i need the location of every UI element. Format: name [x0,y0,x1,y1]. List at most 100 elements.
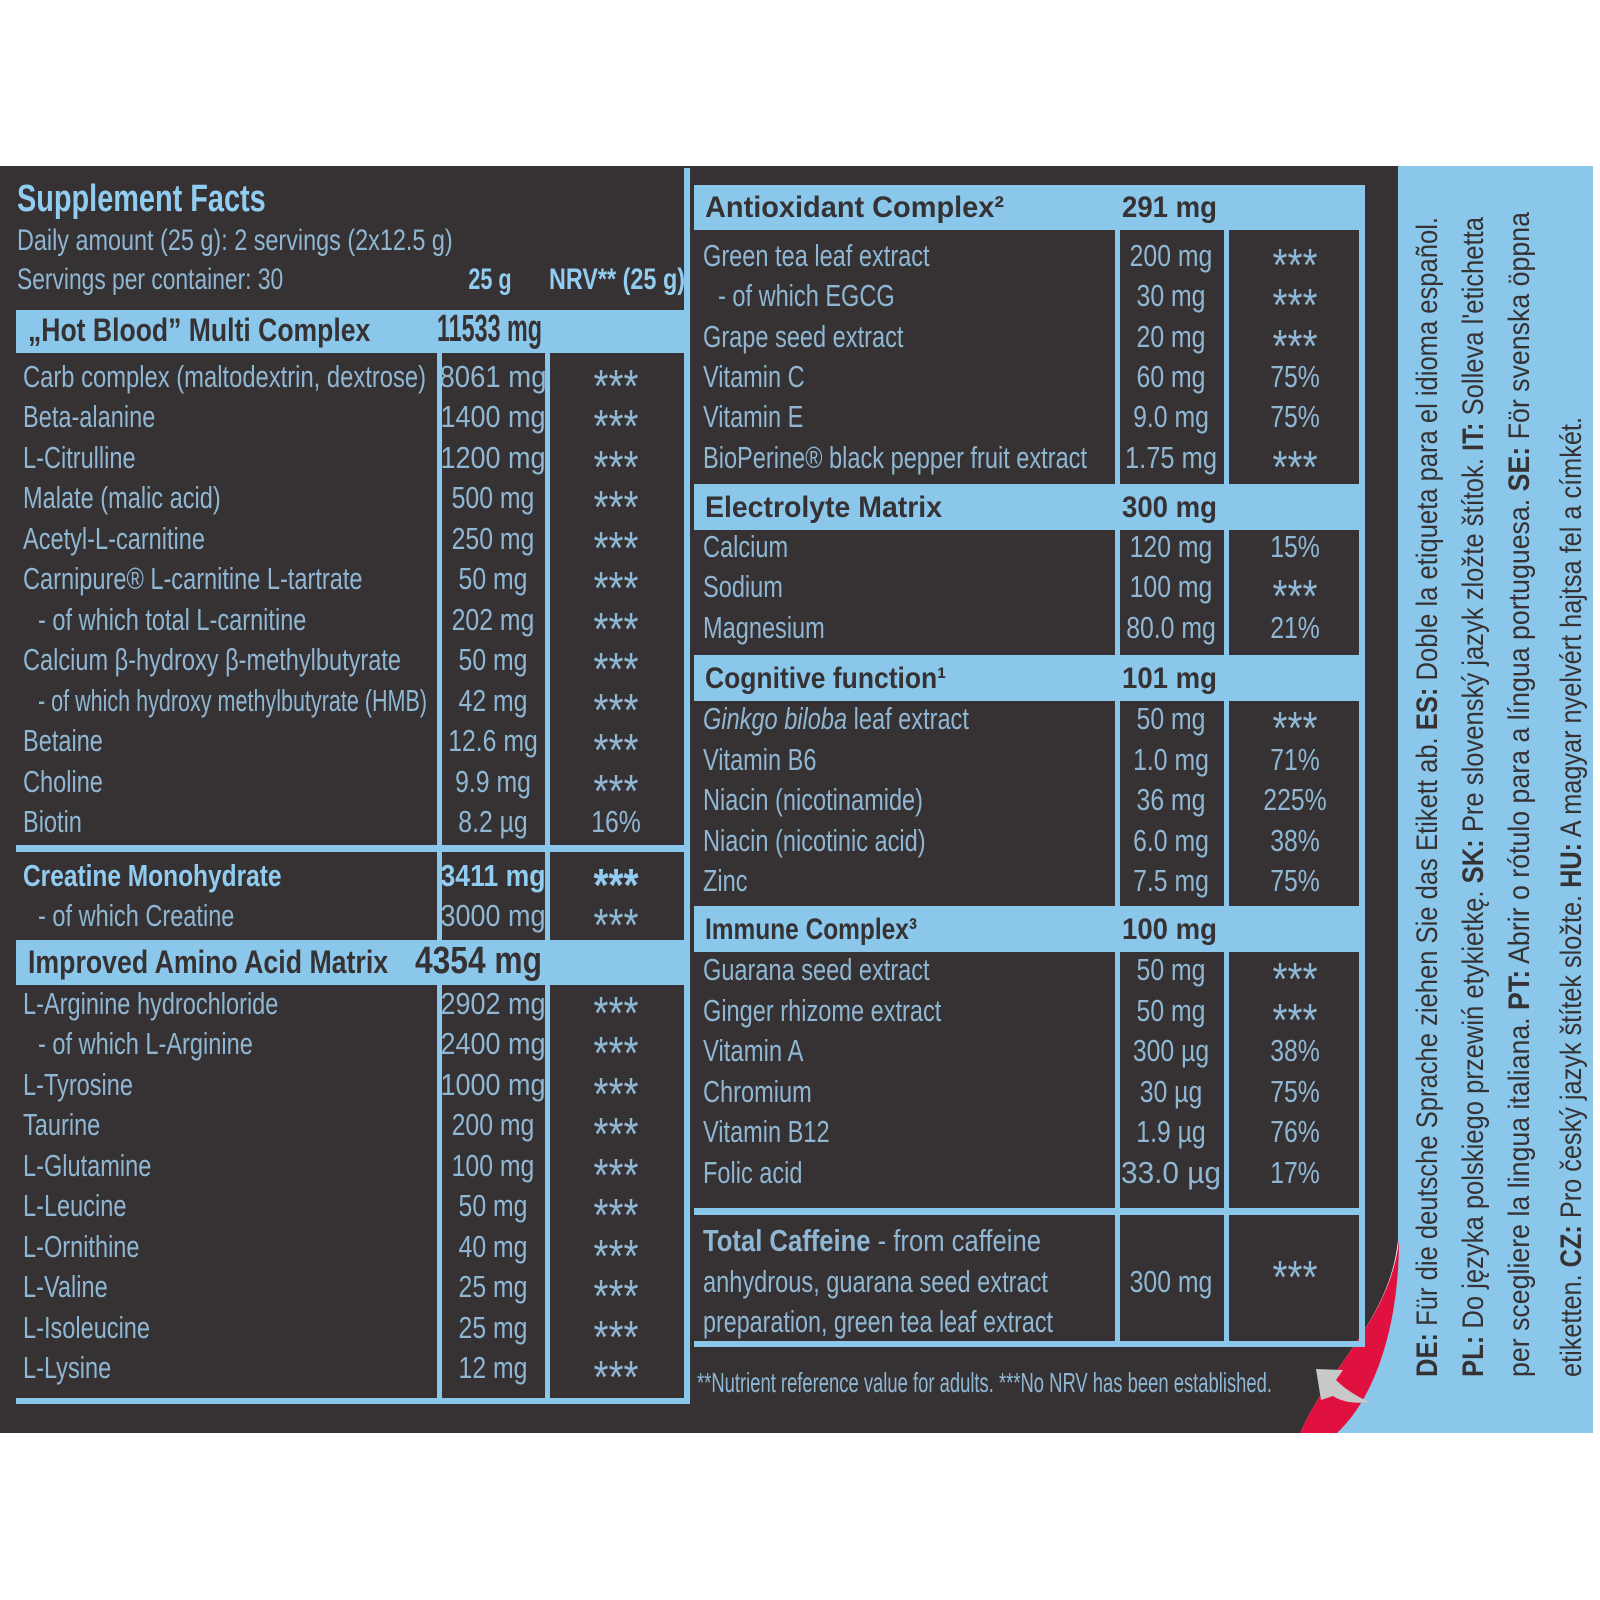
svg-text:50 mg: 50 mg [1137,952,1206,987]
svg-text:300 µg: 300 µg [1133,1033,1209,1068]
svg-text:9.9 mg: 9.9 mg [455,764,531,799]
svg-text:Vitamin C: Vitamin C [703,359,805,394]
svg-text:Supplement Facts: Supplement Facts [17,178,266,220]
svg-text:***: *** [594,899,639,951]
svg-text:Acetyl-L-carnitine: Acetyl-L-carnitine [23,521,205,556]
svg-text:***: *** [594,1230,639,1282]
svg-text:***: *** [594,360,639,412]
svg-text:Niacin (nicotinic acid): Niacin (nicotinic acid) [703,823,926,858]
svg-text:12.6 mg: 12.6 mg [448,723,538,758]
svg-text:Vitamin B6: Vitamin B6 [703,742,817,777]
svg-text:25 g: 25 g [468,263,511,296]
svg-text:2400 mg: 2400 mg [441,1026,546,1061]
svg-text:1.0 mg: 1.0 mg [1133,742,1209,777]
svg-text:„Hot Blood” Multi Complex: „Hot Blood” Multi Complex [28,312,370,348]
svg-text:3000 mg: 3000 mg [441,898,546,933]
svg-text:Vitamin A: Vitamin A [703,1033,804,1068]
svg-text:- of which hydroxy methylbutyr: - of which hydroxy methylbutyrate (HMB) [38,683,427,718]
svg-text:Biotin: Biotin [23,804,82,839]
svg-text:25 mg: 25 mg [459,1310,528,1345]
svg-text:***: *** [594,859,639,911]
svg-text:200 mg: 200 mg [1130,238,1213,273]
svg-text:L-Arginine hydrochloride: L-Arginine hydrochloride [23,986,278,1021]
svg-text:300 mg: 300 mg [1122,491,1217,524]
svg-text:300 mg: 300 mg [1130,1264,1213,1299]
svg-text:80.0 mg: 80.0 mg [1126,610,1216,645]
svg-text:***: *** [1273,702,1318,754]
svg-text:***: *** [594,1311,639,1363]
svg-text:100 mg: 100 mg [452,1148,535,1183]
svg-text:25 mg: 25 mg [459,1269,528,1304]
svg-text:250 mg: 250 mg [452,521,535,556]
svg-text:75%: 75% [1270,1074,1320,1109]
svg-text:Beta-alanine: Beta-alanine [23,399,155,434]
svg-text:***: *** [594,765,639,817]
svg-text:Guarana seed extract: Guarana seed extract [703,952,930,987]
svg-text:76%: 76% [1270,1114,1320,1149]
svg-text:8061 mg: 8061 mg [440,359,547,394]
svg-text:Vitamin E: Vitamin E [703,399,803,434]
svg-text:***: *** [594,1027,639,1079]
svg-text:Zinc: Zinc [703,863,748,898]
svg-text:***: *** [594,1270,639,1322]
svg-text:6.0 mg: 6.0 mg [1133,823,1209,858]
svg-text:Antioxidant Complex²: Antioxidant Complex² [705,191,1004,224]
svg-text:101 mg: 101 mg [1122,662,1217,695]
svg-text:30 µg: 30 µg [1140,1074,1203,1109]
svg-text:Magnesium: Magnesium [703,610,825,645]
svg-text:Niacin (nicotinamide): Niacin (nicotinamide) [703,782,923,817]
svg-text:100 mg: 100 mg [1130,569,1213,604]
svg-text:***: *** [1273,953,1318,1005]
svg-text:Calcium β-hydroxy β-methylbuty: Calcium β-hydroxy β-methylbutyrate [23,642,401,677]
svg-text:42 mg: 42 mg [459,683,528,718]
svg-text:291 mg: 291 mg [1122,191,1217,224]
svg-text:***: *** [1273,441,1318,493]
svg-text:75%: 75% [1270,863,1320,898]
svg-text:Ginger rhizome extract: Ginger rhizome extract [703,993,942,1028]
svg-text:Servings per container: 30: Servings per container: 30 [17,263,283,296]
svg-text:202 mg: 202 mg [452,602,535,637]
svg-text:***: *** [594,1189,639,1241]
svg-text:***: *** [594,987,639,1039]
svg-text:DE: Für die deutsche Sprache z: DE: Für die deutsche Sprache ziehen Sie … [1411,217,1444,1377]
svg-text:- of which EGCG: - of which EGCG [718,278,895,313]
svg-text:***: *** [1273,320,1318,372]
svg-text:21%: 21% [1270,610,1320,645]
svg-text:20 mg: 20 mg [1137,319,1206,354]
svg-text:- of which total L-carnitine: - of which total L-carnitine [38,602,306,637]
svg-text:***: *** [1273,1251,1318,1303]
svg-text:4354 mg: 4354 mg [415,940,542,982]
svg-text:50 mg: 50 mg [459,561,528,596]
svg-text:60 mg: 60 mg [1137,359,1206,394]
svg-text:per scegliere la lingua italia: per scegliere la lingua italiana. PT: Ab… [1503,212,1536,1377]
svg-text:Sodium: Sodium [703,569,783,604]
svg-text:33.0 µg: 33.0 µg [1121,1155,1221,1190]
svg-text:Immune Complex³: Immune Complex³ [705,913,917,946]
svg-text:120 mg: 120 mg [1130,529,1213,564]
svg-text:16%: 16% [591,804,641,839]
svg-text:***: *** [594,1149,639,1201]
svg-text:Carb complex (maltodextrin, de: Carb complex (maltodextrin, dextrose) [23,359,426,394]
svg-text:8.2 µg: 8.2 µg [458,804,527,839]
svg-text:***: *** [594,724,639,776]
svg-text:11533 mg: 11533 mg [437,308,542,350]
svg-text:L-Leucine: L-Leucine [23,1188,127,1223]
svg-text:Vitamin B12: Vitamin B12 [703,1114,830,1149]
svg-text:Ginkgo biloba leaf extract: Ginkgo biloba leaf extract [703,701,969,736]
svg-text:***: *** [594,603,639,655]
svg-text:9.0 mg: 9.0 mg [1133,399,1209,434]
svg-text:12 mg: 12 mg [459,1350,528,1385]
svg-text:38%: 38% [1270,1033,1320,1068]
svg-text:L-Ornithine: L-Ornithine [23,1229,140,1264]
svg-text:NRV** (25 g): NRV** (25 g) [549,263,685,296]
svg-text:***: *** [594,400,639,452]
svg-text:2902 mg: 2902 mg [441,986,546,1021]
svg-text:L-Lysine: L-Lysine [23,1350,111,1385]
svg-text:3411 mg: 3411 mg [441,858,546,893]
svg-text:Betaine: Betaine [23,723,103,758]
svg-text:- of which L-Arginine: - of which L-Arginine [38,1026,253,1061]
svg-text:100 mg: 100 mg [1122,913,1217,946]
svg-text:L-Tyrosine: L-Tyrosine [23,1067,133,1102]
svg-text:Electrolyte Matrix: Electrolyte Matrix [705,491,942,524]
svg-text:Green tea leaf extract: Green tea leaf extract [703,238,930,273]
